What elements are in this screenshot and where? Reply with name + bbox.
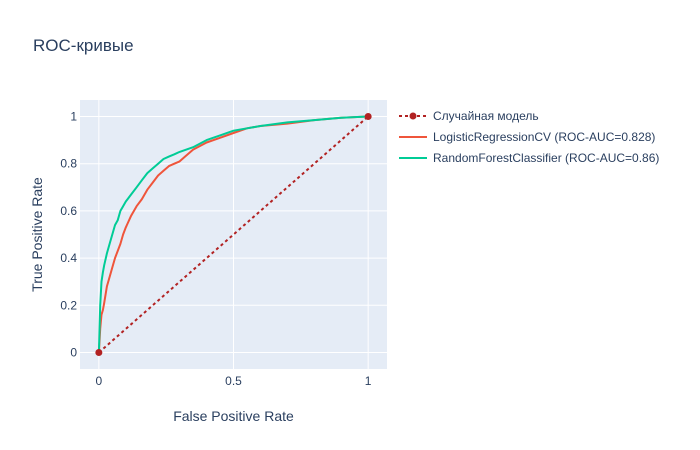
series-line-2 [97, 115, 369, 353]
x-axis-title: False Positive Rate [173, 408, 294, 424]
x-tick-label: 1 [365, 374, 372, 388]
series-line-1 [97, 115, 369, 353]
grid [80, 100, 387, 369]
legend-label: Случайная модель [433, 109, 539, 123]
legend-item[interactable]: Случайная модель [399, 109, 539, 123]
y-tick-label: 1 [70, 110, 77, 124]
series-lines [95, 113, 372, 356]
y-axis-title: True Positive Rate [29, 177, 45, 292]
legend-label: RandomForestClassifier (ROC-AUC=0.86) [433, 151, 659, 165]
x-tick-label: 0 [96, 374, 103, 388]
y-tick-label: 0 [70, 345, 77, 359]
series-marker [364, 113, 372, 121]
y-axis-ticks: 0 0.2 0.4 0.6 0.8 1 [60, 110, 77, 360]
legend-label: LogisticRegressionCV (ROC-AUC=0.828) [433, 130, 655, 144]
chart-title: ROC-кривые [33, 36, 134, 55]
y-tick-label: 0.2 [60, 298, 77, 312]
legend-item[interactable]: LogisticRegressionCV (ROC-AUC=0.828) [399, 130, 655, 144]
legend-marker [409, 112, 417, 120]
series-marker [95, 348, 103, 356]
legend-item[interactable]: RandomForestClassifier (ROC-AUC=0.86) [399, 151, 659, 165]
y-tick-label: 0.4 [60, 251, 77, 265]
x-tick-label: 0.5 [225, 374, 242, 388]
y-tick-label: 0.6 [60, 204, 77, 218]
x-axis-ticks: 0 0.5 1 [96, 374, 372, 388]
y-tick-label: 0.8 [60, 157, 77, 171]
legend[interactable]: Случайная модель LogisticRegressionCV (RO… [399, 109, 659, 165]
